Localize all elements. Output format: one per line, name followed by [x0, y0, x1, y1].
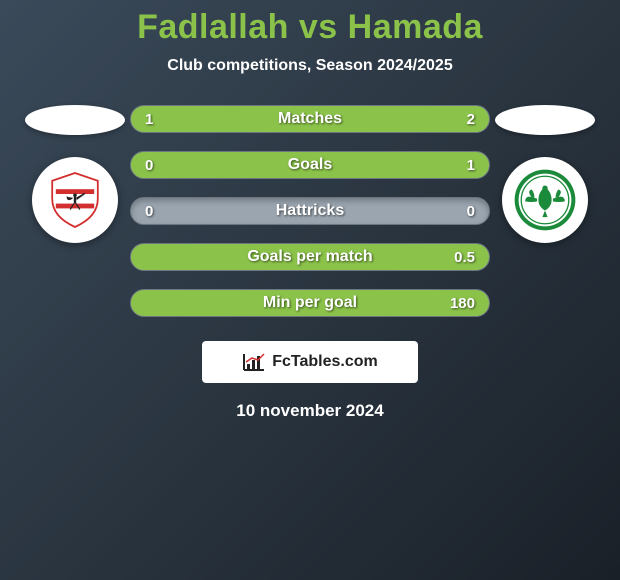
- zamalek-icon: [45, 170, 105, 230]
- stat-bar: 0 Goals 1: [130, 151, 490, 179]
- stat-bar: 1 Matches 2: [130, 105, 490, 133]
- left-side: [20, 105, 130, 243]
- stat-label: Goals per match: [131, 248, 489, 266]
- brand-box[interactable]: FcTables.com: [202, 341, 418, 383]
- stat-label: Matches: [131, 110, 489, 128]
- left-team-logo: [32, 157, 118, 243]
- stats-bars: 1 Matches 2 0 Goals 1 0 Hattricks 0: [130, 105, 490, 317]
- page-title: Fadlallah vs Hamada: [137, 8, 483, 47]
- comparison-row: 1 Matches 2 0 Goals 1 0 Hattricks 0: [0, 105, 620, 317]
- stat-bar: Min per goal 180: [130, 289, 490, 317]
- almasry-icon: [512, 167, 578, 233]
- stat-bar: 0 Hattricks 0: [130, 197, 490, 225]
- chart-icon: [242, 352, 266, 372]
- stat-right-value: 180: [450, 295, 475, 312]
- date-text: 10 november 2024: [236, 401, 383, 421]
- stat-right-value: 1: [467, 157, 475, 174]
- stat-right-value: 0.5: [454, 249, 475, 266]
- right-team-logo: [502, 157, 588, 243]
- stat-right-value: 0: [467, 203, 475, 220]
- left-player-oval: [25, 105, 125, 135]
- stat-label: Hattricks: [131, 202, 489, 220]
- stat-bar: Goals per match 0.5: [130, 243, 490, 271]
- subtitle: Club competitions, Season 2024/2025: [167, 57, 452, 75]
- stat-right-value: 2: [467, 111, 475, 128]
- stat-label: Min per goal: [131, 294, 489, 312]
- right-side: [490, 105, 600, 243]
- brand-text: FcTables.com: [272, 353, 378, 371]
- stat-label: Goals: [131, 156, 489, 174]
- right-player-oval: [495, 105, 595, 135]
